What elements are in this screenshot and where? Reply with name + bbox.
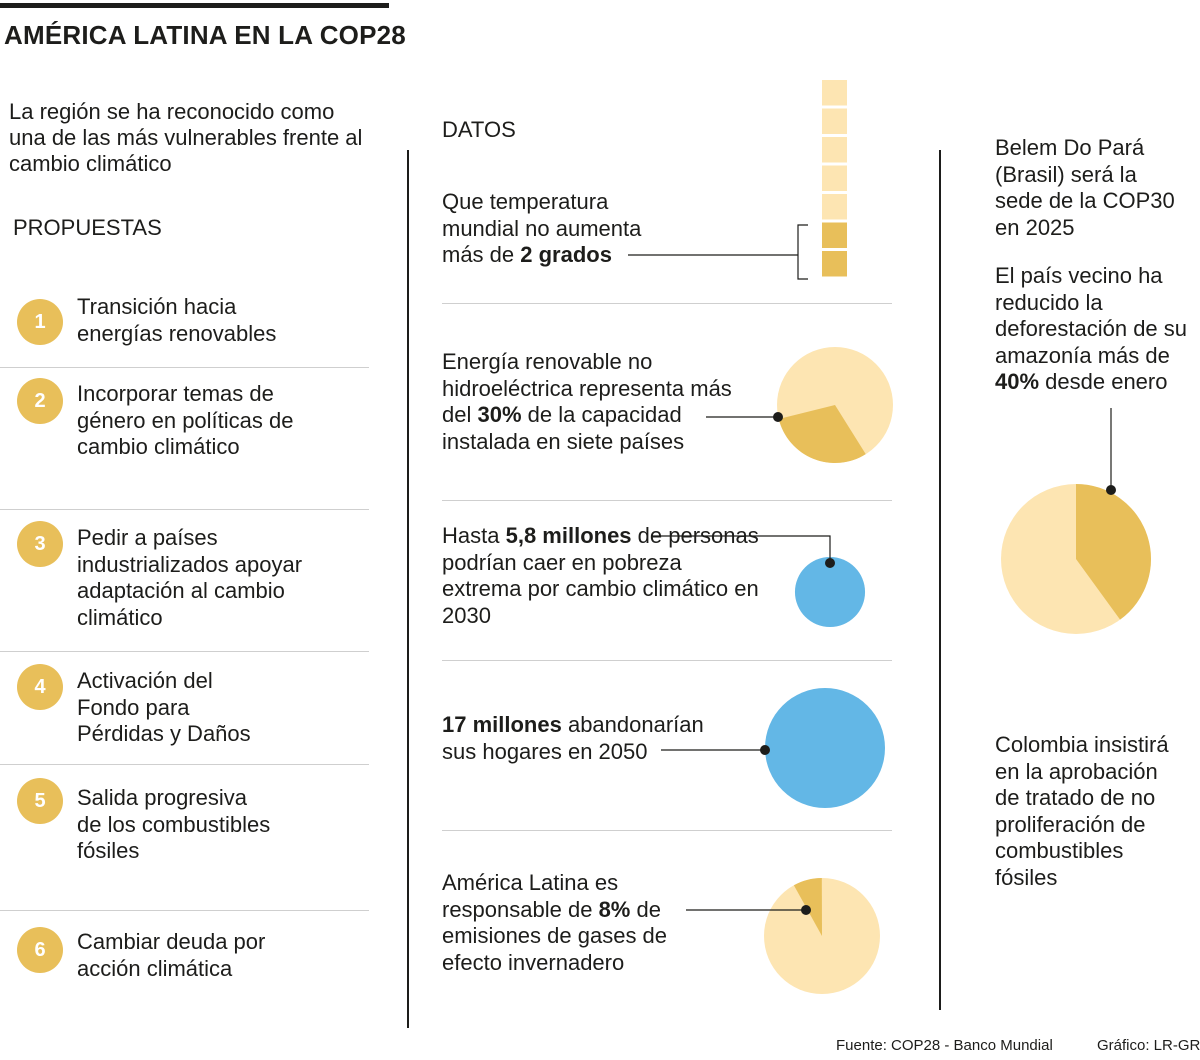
leader-dot — [825, 558, 835, 568]
divider — [442, 500, 892, 501]
text-part: de personas podrían caer en pobreza extr… — [442, 523, 759, 628]
divider — [442, 303, 892, 304]
propuestas-heading: PROPUESTAS — [13, 215, 162, 240]
dato-pobreza: Hasta 5,8 millones de personas podrían c… — [442, 523, 762, 629]
text-belem: Belem Do Pará (Brasil) será la sede de l… — [995, 135, 1175, 240]
page-title: AMÉRICA LATINA EN LA COP28 — [4, 20, 406, 50]
leader-dot — [1106, 485, 1116, 495]
temperature-block — [822, 194, 847, 220]
number-badge: 2 — [17, 378, 63, 424]
text-part: de emisiones de gases de efecto invernad… — [442, 896, 668, 975]
leader-line — [652, 535, 831, 563]
text-colombia: Colombia insistirá en la aprobación de t… — [995, 732, 1169, 890]
bracket — [797, 224, 808, 280]
deforestacion-pie-highlight-slice — [1076, 484, 1152, 620]
graphic-credit: Gráfico: LR-GR — [1097, 1037, 1200, 1054]
dato-temperatura: Que temperatura mundial no aumenta más d… — [442, 189, 682, 269]
temperature-block — [822, 80, 847, 106]
column-rule-left — [407, 150, 409, 1028]
text-part: de la capacidad instalada en siete paíse… — [442, 402, 685, 454]
propuesta-text: Salida progresiva de los combustibles fó… — [77, 785, 271, 863]
number-badge: 4 — [17, 664, 63, 710]
title-rule — [0, 3, 389, 8]
propuesta-text: Incorporar temas de género en políticas … — [77, 381, 294, 459]
divider — [0, 910, 369, 911]
highlight-value: 17 millones — [442, 712, 562, 737]
leader-dot — [773, 412, 783, 422]
propuesta-text: Transición hacia energías renovables — [77, 294, 277, 346]
hogares-bubble — [765, 688, 885, 808]
temperature-block — [822, 165, 847, 191]
temperature-block — [822, 137, 847, 163]
highlight-value: 2 grados — [520, 242, 612, 267]
intro-text: La región se ha reconocido como una de l… — [9, 99, 363, 176]
propuesta-text: Pedir a países industrializados apoyar a… — [77, 525, 303, 630]
highlight-value: 8% — [598, 896, 631, 922]
text-part: desde enero — [1039, 369, 1168, 394]
dato-renovable: Energía renovable no hidroeléctrica repr… — [442, 349, 732, 455]
source-credit: Fuente: COP28 - Banco Mundial — [836, 1037, 1053, 1054]
number-badge: 5 — [17, 778, 63, 824]
text-part: Energía renovable no hidroeléctrica repr… — [442, 349, 732, 427]
pobreza-bubble — [794, 556, 866, 628]
divider — [0, 367, 369, 368]
leader-dot — [760, 745, 770, 755]
divider — [442, 830, 892, 831]
propuesta-text: Activación del Fondo para Pérdidas y Dañ… — [77, 668, 251, 746]
number-badge: 6 — [17, 927, 63, 973]
renovable-pie-highlight-slice — [778, 405, 866, 464]
dato-hogares: 17 millones abandonarían sus hogares en … — [442, 712, 742, 765]
text-part: Hasta — [442, 523, 506, 548]
text-part: abandonarían sus hogares en 2050 — [442, 712, 704, 764]
temperature-block — [822, 222, 847, 248]
highlight-value: 30% — [477, 402, 522, 427]
temperature-block — [822, 251, 847, 277]
divider — [0, 651, 369, 652]
text-part: América Latina es responsable de — [442, 870, 619, 922]
highlight-value: 40% — [995, 369, 1040, 394]
divider — [0, 764, 369, 765]
number-badge: 3 — [17, 521, 63, 567]
text-part: Que temperatura mundial no aumenta más d… — [442, 189, 642, 267]
text-deforestacion: El país vecino ha reducido la deforestac… — [995, 263, 1195, 396]
leader-dot — [801, 905, 811, 915]
propuesta-text: Cambiar deuda por acción climática — [77, 929, 266, 981]
divider — [0, 509, 369, 510]
datos-heading: DATOS — [442, 117, 516, 142]
temperature-block — [822, 108, 847, 134]
highlight-value: 5,8 millones — [505, 523, 632, 548]
column-rule-right — [939, 150, 941, 1010]
text-part: El país vecino ha reducido la deforestac… — [995, 263, 1188, 368]
number-badge: 1 — [17, 299, 63, 345]
dato-emisiones: América Latina es responsable de 8% de e… — [442, 870, 692, 976]
divider — [442, 660, 892, 661]
